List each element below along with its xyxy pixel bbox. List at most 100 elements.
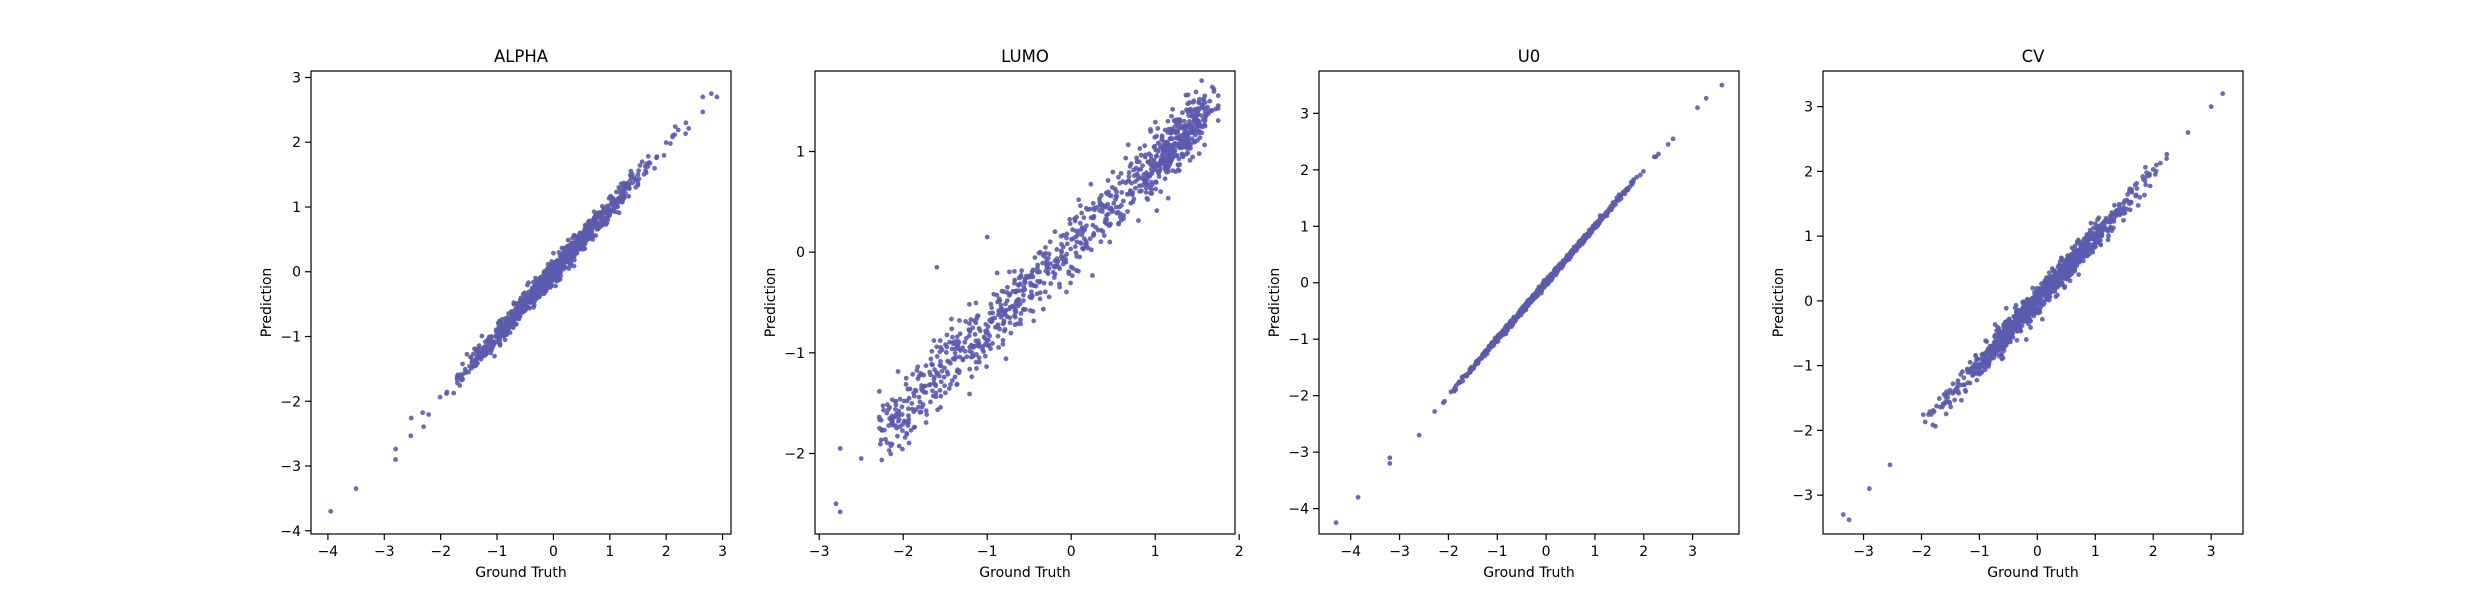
- data-point: [2007, 319, 2013, 325]
- data-point: [683, 120, 689, 126]
- data-point: [1013, 309, 1019, 315]
- data-point: [1131, 167, 1137, 173]
- data-point: [1943, 394, 1949, 400]
- data-point: [2147, 172, 2152, 178]
- data-point: [1018, 273, 1024, 278]
- data-point: [1987, 343, 1993, 349]
- data-point: [967, 391, 972, 397]
- data-point: [943, 342, 948, 348]
- data-point: [1078, 240, 1084, 246]
- data-point: [1967, 359, 1973, 365]
- data-point: [1206, 108, 1212, 114]
- data-point: [1012, 322, 1018, 328]
- data-point: [2012, 327, 2018, 333]
- data-point: [1020, 292, 1026, 298]
- data-point: [2091, 232, 2097, 238]
- data-point: [984, 234, 990, 240]
- data-point: [1997, 347, 2003, 353]
- data-point: [579, 241, 585, 247]
- data-point: [2126, 201, 2132, 206]
- scatter-points: [833, 78, 1221, 515]
- data-point: [2103, 215, 2109, 221]
- data-point: [420, 410, 426, 416]
- data-point: [2072, 268, 2078, 274]
- x-tick-label: 0: [549, 544, 558, 560]
- data-point: [2085, 232, 2091, 238]
- data-point: [1185, 109, 1191, 115]
- data-point: [1128, 188, 1133, 193]
- data-point: [1070, 227, 1075, 233]
- data-point: [1117, 211, 1123, 217]
- data-point: [928, 399, 933, 405]
- data-point: [700, 109, 706, 115]
- data-point: [988, 319, 994, 325]
- data-point: [1541, 285, 1547, 290]
- y-axis-label: Prediction: [259, 268, 275, 338]
- data-point: [928, 356, 934, 362]
- data-point: [1077, 220, 1083, 226]
- data-point: [910, 371, 916, 377]
- axes-frame: [1822, 70, 2244, 535]
- data-point: [1069, 273, 1075, 279]
- data-point: [513, 308, 519, 314]
- y-tick-label: 0: [1804, 294, 1813, 310]
- data-point: [2099, 221, 2105, 227]
- data-point: [1457, 379, 1462, 385]
- data-point: [593, 217, 599, 222]
- data-point: [924, 412, 930, 417]
- data-point: [1109, 184, 1115, 190]
- data-point: [911, 409, 917, 415]
- data-point: [572, 244, 578, 250]
- data-point: [1656, 151, 1661, 157]
- data-point: [612, 204, 618, 209]
- data-point: [1180, 143, 1186, 149]
- data-point: [610, 195, 616, 201]
- y-tick-label: 1: [1804, 229, 1813, 245]
- x-tick-label: −4: [318, 544, 339, 560]
- data-point: [590, 236, 596, 242]
- data-point: [962, 339, 968, 345]
- data-point: [1104, 212, 1109, 218]
- data-point: [1003, 356, 1009, 362]
- data-point: [1630, 179, 1636, 185]
- data-point: [1580, 237, 1585, 242]
- x-tick-label: 2: [1235, 544, 1244, 560]
- data-point: [1149, 179, 1155, 185]
- data-point: [1125, 209, 1130, 214]
- data-point: [2028, 325, 2033, 330]
- data-point: [567, 244, 573, 250]
- data-point: [1008, 330, 1014, 336]
- data-point: [473, 356, 479, 362]
- data-point: [1005, 284, 1010, 290]
- y-tick-label: −2: [784, 446, 805, 462]
- data-point: [1012, 277, 1018, 283]
- data-point: [1152, 134, 1158, 140]
- data-point: [1037, 296, 1043, 302]
- data-point: [2124, 206, 2130, 212]
- data-point: [1542, 278, 1548, 284]
- data-point: [1068, 246, 1074, 252]
- y-tick-label: −2: [1288, 389, 1309, 405]
- data-point: [933, 394, 939, 400]
- data-point: [1050, 269, 1056, 275]
- data-point: [2220, 91, 2226, 97]
- data-point: [474, 346, 480, 352]
- data-point: [1054, 260, 1060, 266]
- data-point: [989, 305, 994, 311]
- data-point: [938, 344, 944, 350]
- data-point: [584, 227, 589, 232]
- data-point: [1064, 289, 1069, 295]
- data-point: [923, 408, 929, 414]
- y-tick-label: −2: [280, 394, 301, 410]
- data-point: [1015, 282, 1021, 288]
- data-point: [530, 299, 536, 305]
- data-point: [938, 359, 944, 364]
- data-point: [2134, 186, 2140, 192]
- data-point: [1079, 210, 1085, 216]
- data-point: [1018, 317, 1023, 323]
- data-point: [893, 406, 898, 412]
- data-point: [543, 288, 549, 294]
- data-point: [1032, 255, 1038, 260]
- data-point: [468, 354, 474, 360]
- data-point: [2050, 268, 2056, 273]
